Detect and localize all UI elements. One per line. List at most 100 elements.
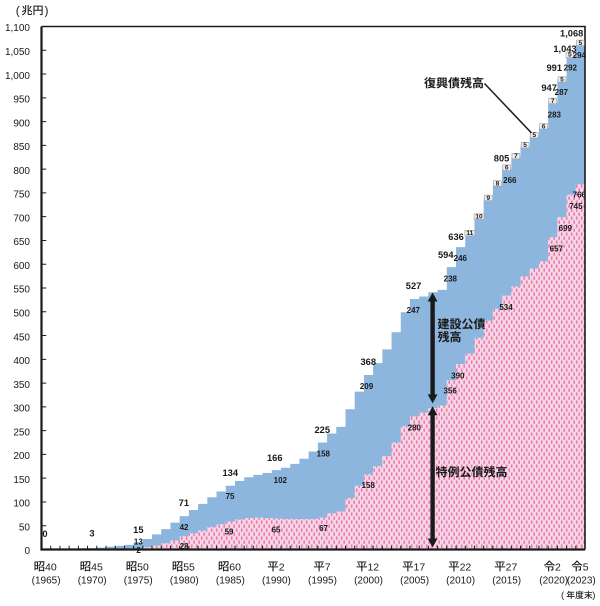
svg-text:1,050: 1,050 <box>5 47 30 58</box>
svg-text:158: 158 <box>317 450 331 459</box>
svg-text:200: 200 <box>13 451 30 462</box>
svg-text:7: 7 <box>514 153 518 160</box>
svg-text:28: 28 <box>180 542 189 551</box>
svg-text:287: 287 <box>555 88 569 97</box>
svg-text:(1980): (1980) <box>170 576 199 587</box>
svg-text:745: 745 <box>569 202 583 211</box>
svg-text:0: 0 <box>42 529 47 539</box>
svg-text:60: 60 <box>229 561 241 573</box>
svg-text:700: 700 <box>13 213 30 224</box>
svg-text:390: 390 <box>451 372 465 381</box>
svg-text:225: 225 <box>314 425 330 435</box>
svg-text:65: 65 <box>272 526 281 535</box>
svg-text:59: 59 <box>225 528 234 537</box>
svg-text:5: 5 <box>579 40 583 47</box>
svg-text:805: 805 <box>494 153 510 163</box>
svg-text:12: 12 <box>367 561 379 573</box>
svg-text:67: 67 <box>319 524 328 533</box>
svg-text:1,100: 1,100 <box>5 23 30 34</box>
svg-text:(2023): (2023) <box>567 576 596 587</box>
svg-text:5: 5 <box>532 132 536 139</box>
svg-text:7: 7 <box>551 98 555 105</box>
svg-text:(2010): (2010) <box>446 576 475 587</box>
svg-text:50: 50 <box>137 561 149 573</box>
svg-text:699: 699 <box>559 224 573 233</box>
svg-text:17: 17 <box>414 561 426 573</box>
svg-text:(: ( <box>561 590 565 601</box>
svg-text:947: 947 <box>541 83 557 93</box>
svg-text:850: 850 <box>13 142 30 153</box>
svg-text:350: 350 <box>13 380 30 391</box>
svg-text:534: 534 <box>499 303 513 312</box>
svg-text:594: 594 <box>438 250 454 260</box>
svg-text:991: 991 <box>546 63 562 73</box>
svg-text:166: 166 <box>267 453 283 463</box>
svg-text:356: 356 <box>443 387 457 396</box>
svg-text:3: 3 <box>89 529 94 539</box>
svg-text:6: 6 <box>505 165 509 172</box>
svg-text:8: 8 <box>496 180 500 187</box>
svg-text:42: 42 <box>180 523 189 532</box>
svg-text:1,068: 1,068 <box>560 28 583 38</box>
svg-text:2: 2 <box>279 561 285 573</box>
svg-text:766: 766 <box>573 191 587 200</box>
svg-text:15: 15 <box>133 525 143 535</box>
svg-text:(1995): (1995) <box>308 576 337 587</box>
svg-text:(1990): (1990) <box>262 576 291 587</box>
svg-text:527: 527 <box>406 281 422 291</box>
svg-text:50: 50 <box>19 522 31 533</box>
svg-text:(1965): (1965) <box>32 576 61 587</box>
svg-text:300: 300 <box>13 404 30 415</box>
svg-text:(2020): (2020) <box>539 576 568 587</box>
svg-text:9: 9 <box>486 195 490 202</box>
svg-text:(: ( <box>16 4 20 18</box>
svg-text:636: 636 <box>448 232 464 242</box>
svg-text:900: 900 <box>13 118 30 129</box>
svg-text:250: 250 <box>13 427 30 438</box>
svg-text:294: 294 <box>573 51 587 60</box>
svg-text:158: 158 <box>361 481 375 490</box>
svg-text:10: 10 <box>475 214 483 221</box>
svg-text:292: 292 <box>564 64 578 73</box>
svg-text:950: 950 <box>13 95 30 106</box>
svg-text:1,000: 1,000 <box>5 71 30 82</box>
svg-text:55: 55 <box>183 561 195 573</box>
svg-text:2: 2 <box>136 546 141 555</box>
svg-text:368: 368 <box>360 357 376 367</box>
svg-text:150: 150 <box>13 475 30 486</box>
svg-text:): ) <box>592 590 595 601</box>
svg-text:(1975): (1975) <box>124 576 153 587</box>
svg-text:246: 246 <box>454 254 468 263</box>
svg-text:750: 750 <box>13 190 30 201</box>
svg-text:75: 75 <box>226 492 235 501</box>
svg-text:800: 800 <box>13 166 30 177</box>
svg-text:27: 27 <box>506 561 518 573</box>
svg-text:600: 600 <box>13 261 30 272</box>
svg-text:7: 7 <box>325 561 331 573</box>
svg-text:(1985): (1985) <box>216 576 245 587</box>
svg-text:2: 2 <box>555 561 561 573</box>
svg-text:(1970): (1970) <box>78 576 107 587</box>
svg-text:500: 500 <box>13 308 30 319</box>
svg-text:5: 5 <box>523 142 527 149</box>
svg-text:100: 100 <box>13 499 30 510</box>
svg-text:657: 657 <box>550 245 564 254</box>
svg-text:5: 5 <box>568 52 572 59</box>
svg-text:247: 247 <box>407 306 421 315</box>
svg-text:45: 45 <box>91 561 103 573</box>
svg-text:22: 22 <box>460 561 472 573</box>
svg-text:): ) <box>45 4 49 18</box>
svg-text:550: 550 <box>13 285 30 296</box>
svg-text:450: 450 <box>13 332 30 343</box>
svg-text:5: 5 <box>560 76 564 83</box>
svg-text:40: 40 <box>45 561 57 573</box>
svg-text:11: 11 <box>466 230 473 237</box>
svg-text:6: 6 <box>542 123 546 130</box>
svg-text:1,043: 1,043 <box>553 44 576 54</box>
svg-text:102: 102 <box>274 476 288 485</box>
svg-text:209: 209 <box>360 382 374 391</box>
svg-text:238: 238 <box>444 275 458 284</box>
svg-text:266: 266 <box>503 176 517 185</box>
svg-text:0: 0 <box>24 546 30 557</box>
svg-text:71: 71 <box>179 498 189 508</box>
